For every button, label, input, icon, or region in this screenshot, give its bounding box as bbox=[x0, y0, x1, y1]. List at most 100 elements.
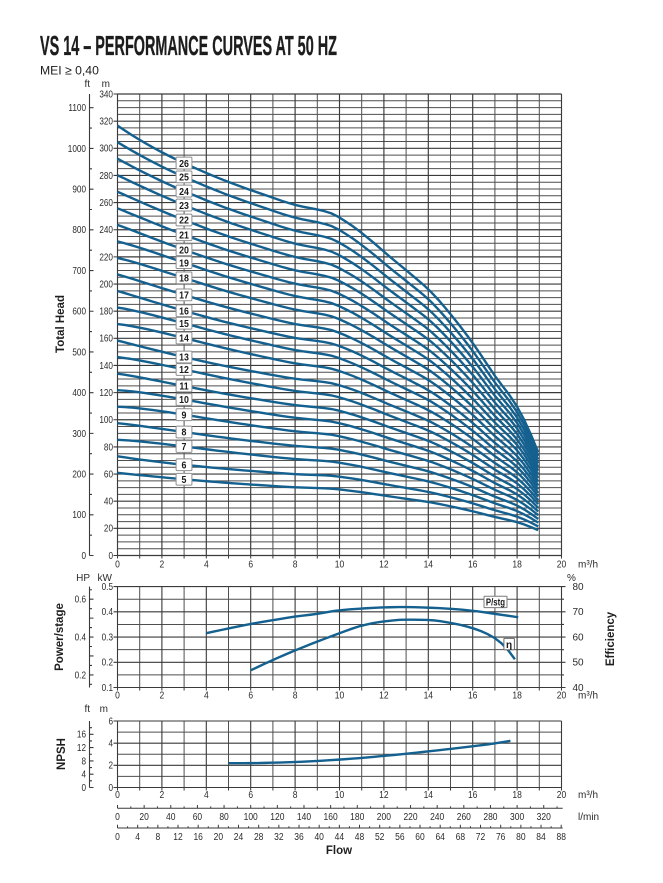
svg-text:140: 140 bbox=[297, 811, 311, 822]
svg-text:320: 320 bbox=[99, 116, 113, 127]
svg-text:Flow: Flow bbox=[326, 845, 352, 857]
svg-text:180: 180 bbox=[350, 811, 364, 822]
svg-text:320: 320 bbox=[537, 811, 551, 822]
svg-text:100: 100 bbox=[244, 811, 258, 822]
svg-text:0: 0 bbox=[115, 789, 120, 800]
svg-text:50: 50 bbox=[573, 658, 585, 669]
svg-text:8: 8 bbox=[293, 559, 298, 570]
svg-text:88: 88 bbox=[556, 831, 565, 842]
svg-text:12: 12 bbox=[77, 742, 86, 753]
svg-text:P/stg: P/stg bbox=[486, 596, 505, 607]
svg-text:m³/h: m³/h bbox=[578, 560, 598, 571]
svg-text:15: 15 bbox=[179, 318, 189, 330]
svg-text:70: 70 bbox=[573, 607, 585, 618]
svg-text:300: 300 bbox=[99, 143, 113, 154]
svg-text:7: 7 bbox=[182, 442, 187, 454]
svg-text:900: 900 bbox=[72, 184, 86, 195]
svg-text:220: 220 bbox=[403, 811, 417, 822]
svg-text:4: 4 bbox=[204, 789, 209, 800]
svg-text:25: 25 bbox=[179, 172, 189, 184]
svg-text:300: 300 bbox=[510, 811, 524, 822]
svg-text:16: 16 bbox=[468, 690, 477, 701]
svg-text:14: 14 bbox=[179, 333, 189, 345]
svg-text:4: 4 bbox=[204, 559, 209, 570]
svg-text:200: 200 bbox=[377, 811, 391, 822]
svg-text:2: 2 bbox=[160, 690, 165, 701]
svg-text:60: 60 bbox=[415, 831, 424, 842]
svg-text:40: 40 bbox=[166, 811, 175, 822]
svg-text:14: 14 bbox=[424, 559, 433, 570]
svg-text:44: 44 bbox=[335, 831, 344, 842]
svg-text:17: 17 bbox=[179, 290, 189, 302]
svg-text:280: 280 bbox=[99, 170, 113, 181]
svg-text:Total Head: Total Head bbox=[55, 295, 67, 353]
svg-text:60: 60 bbox=[573, 632, 585, 643]
svg-text:64: 64 bbox=[435, 831, 444, 842]
svg-text:8: 8 bbox=[81, 756, 86, 767]
svg-text:10: 10 bbox=[335, 559, 344, 570]
svg-text:24: 24 bbox=[179, 186, 189, 198]
svg-text:500: 500 bbox=[72, 347, 86, 358]
svg-text:MEI ≥ 0,40: MEI ≥ 0,40 bbox=[40, 64, 99, 78]
svg-text:16: 16 bbox=[179, 306, 189, 318]
svg-text:8: 8 bbox=[182, 427, 187, 439]
svg-text:6: 6 bbox=[248, 690, 253, 701]
svg-text:120: 120 bbox=[270, 811, 284, 822]
svg-text:40: 40 bbox=[573, 683, 585, 694]
svg-text:20: 20 bbox=[179, 245, 189, 257]
svg-text:0.4: 0.4 bbox=[102, 606, 113, 617]
svg-text:6: 6 bbox=[248, 559, 253, 570]
svg-text:48: 48 bbox=[355, 831, 364, 842]
svg-text:kW: kW bbox=[98, 573, 113, 584]
svg-text:16: 16 bbox=[468, 789, 477, 800]
svg-text:0.6: 0.6 bbox=[75, 594, 86, 605]
svg-text:0.1: 0.1 bbox=[102, 682, 113, 693]
svg-text:160: 160 bbox=[324, 811, 338, 822]
svg-text:6: 6 bbox=[248, 789, 253, 800]
svg-text:Efficiency: Efficiency bbox=[605, 611, 617, 666]
svg-text:m³/h: m³/h bbox=[578, 790, 598, 801]
svg-text:ft: ft bbox=[84, 704, 90, 715]
svg-text:800: 800 bbox=[72, 224, 86, 235]
svg-text:80: 80 bbox=[516, 831, 525, 842]
svg-text:4: 4 bbox=[81, 769, 86, 780]
svg-text:220: 220 bbox=[99, 252, 113, 263]
svg-text:0: 0 bbox=[115, 690, 120, 701]
svg-text:23: 23 bbox=[179, 200, 189, 212]
svg-text:5: 5 bbox=[182, 474, 187, 486]
svg-text:0.3: 0.3 bbox=[102, 632, 113, 643]
svg-text:19: 19 bbox=[179, 258, 189, 270]
svg-text:10: 10 bbox=[335, 789, 344, 800]
svg-text:m³/h: m³/h bbox=[578, 691, 598, 702]
svg-text:20: 20 bbox=[557, 559, 566, 570]
svg-text:ft: ft bbox=[84, 79, 90, 90]
svg-text:0: 0 bbox=[115, 811, 120, 822]
svg-text:8: 8 bbox=[293, 690, 298, 701]
svg-text:16: 16 bbox=[468, 559, 477, 570]
svg-text:340: 340 bbox=[99, 89, 113, 100]
svg-text:18: 18 bbox=[179, 273, 189, 285]
svg-text:12: 12 bbox=[379, 690, 388, 701]
svg-text:0.4: 0.4 bbox=[75, 632, 86, 643]
svg-text:300: 300 bbox=[72, 428, 86, 439]
svg-text:9: 9 bbox=[182, 410, 187, 422]
svg-text:0.2: 0.2 bbox=[102, 657, 113, 668]
svg-text:200: 200 bbox=[99, 279, 113, 290]
svg-text:600: 600 bbox=[72, 306, 86, 317]
svg-text:240: 240 bbox=[99, 224, 113, 235]
svg-text:0: 0 bbox=[108, 550, 113, 561]
svg-text:20: 20 bbox=[139, 811, 148, 822]
svg-text:24: 24 bbox=[234, 831, 243, 842]
svg-text:20: 20 bbox=[557, 789, 566, 800]
svg-text:40: 40 bbox=[104, 496, 113, 507]
svg-text:0: 0 bbox=[81, 782, 86, 793]
svg-text:20: 20 bbox=[104, 523, 113, 534]
svg-text:240: 240 bbox=[430, 811, 444, 822]
svg-text:8: 8 bbox=[155, 831, 160, 842]
svg-text:60: 60 bbox=[193, 811, 202, 822]
svg-text:18: 18 bbox=[512, 559, 521, 570]
svg-text:12: 12 bbox=[173, 831, 182, 842]
svg-text:120: 120 bbox=[99, 387, 113, 398]
svg-text:68: 68 bbox=[456, 831, 465, 842]
svg-text:700: 700 bbox=[72, 265, 86, 276]
